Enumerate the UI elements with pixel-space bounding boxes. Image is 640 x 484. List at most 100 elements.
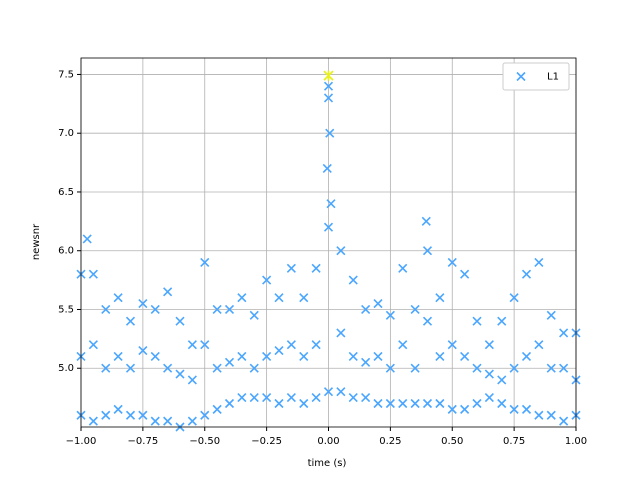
point [421,216,431,226]
point [88,269,98,279]
point [323,93,334,103]
point [113,404,123,414]
point [323,81,334,91]
y-tick-label: 7.0 [58,128,74,139]
point [101,304,111,315]
legend-marker [516,71,526,82]
point [410,363,420,373]
plot-frame [80,57,577,428]
point [138,299,148,309]
point [422,246,433,256]
point [336,246,346,256]
point [460,404,470,414]
point [373,299,383,309]
point [82,234,92,244]
point [373,351,383,362]
point [88,340,98,350]
point [336,387,346,397]
point [262,393,272,403]
point [322,163,332,174]
point [113,351,123,362]
point [559,416,569,426]
point [299,398,309,409]
point [150,351,160,362]
x-tick-label: −1.00 [66,436,97,447]
point [559,328,569,338]
point [262,351,272,362]
point [212,363,222,373]
x-tick-label: 0.00 [317,436,339,447]
point [138,346,148,356]
point [497,316,507,326]
point [361,357,371,367]
point [274,346,284,356]
point [521,269,532,279]
point [521,404,532,414]
point [534,257,544,268]
x-tick-label: 0.50 [441,436,463,447]
point [299,293,309,303]
point [150,416,160,426]
point [361,393,371,403]
point [410,304,420,315]
point [422,398,433,409]
point [398,398,408,409]
point [484,369,494,379]
y-tick-label: 5.0 [58,363,74,374]
point [447,404,457,414]
point [460,269,470,279]
point [237,393,247,403]
point [497,375,507,385]
point [348,275,358,285]
point [163,287,173,297]
point [237,351,247,362]
point [435,398,445,409]
point [435,293,445,303]
point [472,363,482,373]
point [125,316,136,326]
point [187,375,197,385]
point [286,263,296,273]
point [509,363,519,373]
point [546,310,556,320]
point [484,340,494,350]
x-axis-label: time (s) [308,458,347,469]
x-tick-label: −0.75 [128,436,159,447]
point [187,416,197,426]
point [274,293,284,303]
x-tick-label: 1.00 [565,436,587,447]
point [299,351,309,362]
point [361,304,371,315]
point [398,263,408,273]
point [212,304,222,315]
point [323,222,334,232]
point [435,351,445,362]
x-tick-label: −0.50 [189,436,220,447]
point [249,363,259,373]
point [323,387,334,397]
legend-label: L1 [547,72,559,83]
x-tick-label: 0.75 [503,436,525,447]
point [521,351,532,362]
point [286,340,296,350]
point [125,410,136,420]
point [472,316,482,326]
point [326,199,336,209]
point [237,293,247,303]
point [200,340,210,350]
point [385,398,395,409]
highlight-point [323,70,334,81]
x-tick-label: −0.25 [251,436,282,447]
point [336,328,346,338]
y-tick-label: 6.5 [58,187,74,198]
y-tick-label: 7.5 [58,69,74,80]
point [175,316,185,326]
y-tick-label: 5.5 [58,304,74,315]
point [325,128,335,138]
point [212,404,222,414]
point [410,398,420,409]
point [175,369,185,379]
point [447,340,457,350]
point [249,310,259,320]
